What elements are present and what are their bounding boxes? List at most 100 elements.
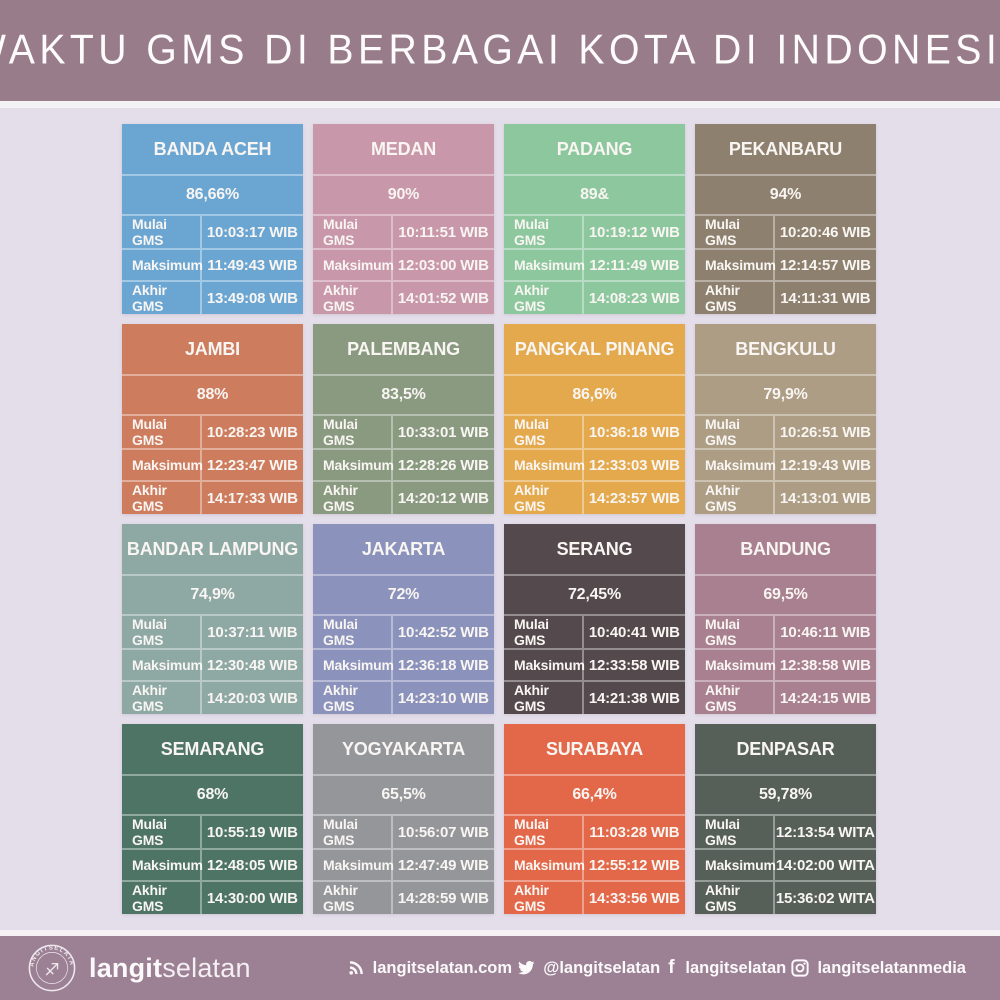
header-banner: WAKTU GMS DI BERBAGAI KOTA DI INDONESIA [0,0,1000,108]
start-label: Mulai GMS [695,416,775,448]
end-time: 15:36:02 WITA [775,889,875,907]
start-time: 10:03:17 WIB [206,223,298,241]
start-label: Mulai GMS [122,216,202,248]
social-link-label: langitselatan.com [372,958,513,977]
social-link-website[interactable]: langitselatan.com [347,959,512,978]
city-name: BANDUNG [740,538,831,559]
city-name: SURABAYA [545,738,644,759]
end-label: Akhir GMS [504,882,584,914]
maximum-time: 11:49:43 WIB [207,256,298,274]
obscuration-percent: 74,9% [122,574,303,614]
twitter-icon [518,961,535,975]
social-link-facebook[interactable]: f langitselatan [665,957,786,979]
start-time: 11:03:28 WIB [589,823,680,841]
start-row: Mulai GMS 10:56:07 WIB [313,814,494,848]
city-grid: BANDA ACEH 86,66% Mulai GMS 10:03:17 WIB… [122,124,878,914]
start-row: Mulai GMS 11:03:28 WIB [504,814,685,848]
city-name: JAKARTA [361,538,446,559]
obscuration-percent: 66,4% [504,774,685,814]
maximum-label: Maksimum [504,850,585,880]
brand-wordmark-light: selatan [162,952,251,983]
start-row: Mulai GMS 10:03:17 WIB [122,214,303,248]
social-link-label: langitselatanmedia [817,958,966,977]
start-time: 10:11:51 WIB [398,223,489,241]
start-row: Mulai GMS 10:42:52 WIB [313,614,494,648]
end-label: Akhir GMS [504,282,584,314]
city-card: PALEMBANG 83,5% Mulai GMS 10:33:01 WIB M… [313,324,494,514]
maximum-time: 12:33:03 WIB [588,456,680,474]
start-label: Mulai GMS [122,616,202,648]
obscuration-percent: 90% [313,174,494,214]
social-link-label: @langitselatan [543,958,661,977]
end-label: Akhir GMS [122,882,202,914]
social-link-label: langitselatan [685,958,787,977]
obscuration-percent: 72,45% [504,574,685,614]
maximum-row: Maksimum 11:49:43 WIB [122,248,303,280]
maximum-row: Maksimum 12:36:18 WIB [313,648,494,680]
social-link-twitter[interactable]: @langitselatan [517,959,660,978]
maximum-time: 12:14:57 WIB [779,256,871,274]
maximum-label: Maksimum [313,850,394,880]
maximum-time: 12:23:47 WIB [206,456,298,474]
end-time: 14:33:56 WIB [588,889,680,907]
end-time: 14:28:59 WIB [397,889,489,907]
end-label: Akhir GMS [695,282,775,314]
end-time: 14:17:33 WIB [206,489,298,507]
city-card: JAKARTA 72% Mulai GMS 10:42:52 WIB Maksi… [313,524,494,714]
end-row: Akhir GMS 14:01:52 WIB [313,280,494,314]
start-time: 10:46:11 WIB [780,623,871,641]
maximum-time: 12:47:49 WIB [397,856,489,874]
start-label: Mulai GMS [504,616,584,648]
end-row: Akhir GMS 14:20:03 WIB [122,680,303,714]
brand-wordmark-bold: langit [89,952,163,983]
obscuration-percent: 65,5% [313,774,494,814]
end-label: Akhir GMS [122,682,202,714]
start-label: Mulai GMS [504,216,584,248]
start-label: Mulai GMS [122,816,202,848]
start-time: 10:33:01 WIB [397,423,489,441]
end-row: Akhir GMS 14:30:00 WIB [122,880,303,914]
maximum-label: Maksimum [122,450,203,480]
start-row: Mulai GMS 10:33:01 WIB [313,414,494,448]
maximum-time: 12:19:43 WIB [779,456,871,474]
page-title: WAKTU GMS DI BERBAGAI KOTA DI INDONESIA [0,27,1000,73]
city-card: YOGYAKARTA 65,5% Mulai GMS 10:56:07 WIB … [313,724,494,914]
maximum-row: Maksimum 12:19:43 WIB [695,448,876,480]
city-name: PALEMBANG [347,338,460,359]
city-card: PADANG 89& Mulai GMS 10:19:12 WIB Maksim… [504,124,685,314]
city-card: BANDA ACEH 86,66% Mulai GMS 10:03:17 WIB… [122,124,303,314]
maximum-row: Maksimum 14:02:00 WITA [695,848,876,880]
city-name: YOGYAKARTA [341,738,466,759]
city-card: BENGKULU 79,9% Mulai GMS 10:26:51 WIB Ma… [695,324,876,514]
maximum-time: 12:38:58 WIB [779,656,871,674]
city-name: BENGKULU [735,338,836,359]
obscuration-percent: 86,66% [122,174,303,214]
city-name: PANGKAL PINANG [514,338,675,359]
end-label: Akhir GMS [695,882,775,914]
end-time: 14:24:15 WIB [779,689,871,707]
start-label: Mulai GMS [313,216,393,248]
city-name: SERANG [556,538,633,559]
city-card: PEKANBARU 94% Mulai GMS 10:20:46 WIB Mak… [695,124,876,314]
start-label: Mulai GMS [313,816,393,848]
city-name: JAMBI [184,338,240,359]
start-row: Mulai GMS 12:13:54 WITA [695,814,876,848]
start-row: Mulai GMS 10:36:18 WIB [504,414,685,448]
city-card: SEMARANG 68% Mulai GMS 10:55:19 WIB Maks… [122,724,303,914]
start-time: 10:20:46 WIB [779,223,871,241]
start-row: Mulai GMS 10:11:51 WIB [313,214,494,248]
end-row: Akhir GMS 14:28:59 WIB [313,880,494,914]
end-label: Akhir GMS [313,682,393,714]
obscuration-percent: 79,9% [695,374,876,414]
maximum-time: 12:48:05 WIB [206,856,298,874]
city-card: BANDUNG 69,5% Mulai GMS 10:46:11 WIB Mak… [695,524,876,714]
instagram-icon [791,959,810,977]
maximum-row: Maksimum 12:47:49 WIB [313,848,494,880]
city-name: MEDAN [371,138,436,159]
end-row: Akhir GMS 14:11:31 WIB [695,280,876,314]
maximum-time: 12:11:49 WIB [589,256,680,274]
end-label: Akhir GMS [122,282,202,314]
city-card: MEDAN 90% Mulai GMS 10:11:51 WIB Maksimu… [313,124,494,314]
social-link-instagram[interactable]: langitselatanmedia [791,959,966,978]
